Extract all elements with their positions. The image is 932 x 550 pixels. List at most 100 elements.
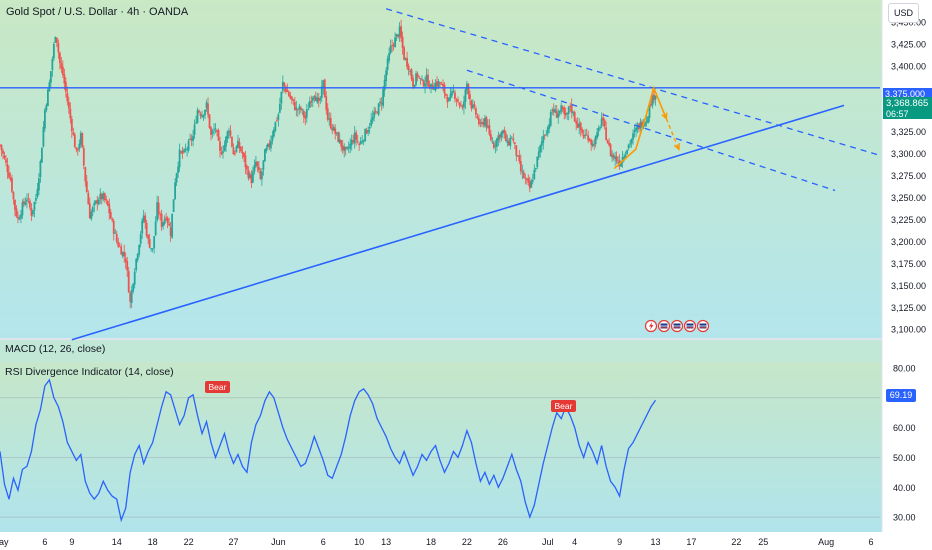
candle-body xyxy=(620,161,622,167)
candle-body xyxy=(557,113,560,118)
candle-body xyxy=(485,116,488,128)
candle-body xyxy=(5,159,7,163)
candle-body xyxy=(513,142,516,145)
candle-body xyxy=(645,121,648,123)
lightning-glyph xyxy=(649,322,654,330)
candle-body xyxy=(240,147,242,152)
candle-body xyxy=(436,81,438,87)
candle-body xyxy=(274,121,277,131)
candle-body xyxy=(415,73,417,85)
time-axis-ticks[interactable]: May 6 9 14 18 22 27 Jun 6 10 13 18 22 26 Jul 4 9 13 17 22 25… xyxy=(0,537,874,547)
candle-body xyxy=(256,161,259,167)
candle-body xyxy=(21,202,24,216)
candle-body xyxy=(533,169,536,179)
candle-body xyxy=(564,112,567,116)
time-tick-label: 6 xyxy=(869,537,874,547)
candle-body xyxy=(614,156,617,160)
candle-body xyxy=(308,101,311,108)
price-tick-label: 3,325.00 xyxy=(891,127,926,137)
candle-body xyxy=(350,139,353,146)
candle-body xyxy=(367,130,370,133)
us-flag-icon xyxy=(683,319,697,333)
candle-body xyxy=(386,58,389,70)
candle-body xyxy=(630,139,633,144)
candle-body xyxy=(9,177,12,180)
candle-body xyxy=(97,199,100,205)
candle-body xyxy=(481,121,483,124)
candle-body xyxy=(582,134,585,138)
candle-body xyxy=(358,143,361,146)
candle-body xyxy=(476,116,479,118)
candle-body xyxy=(36,189,39,197)
candle-body xyxy=(549,111,552,126)
candle-body xyxy=(258,166,260,171)
economic-events[interactable] xyxy=(644,319,710,333)
price-tick-label: 3,175.00 xyxy=(891,259,926,269)
candle-body xyxy=(530,180,533,188)
candle-body xyxy=(452,90,455,92)
candle-body xyxy=(608,142,611,146)
ascending-support-trendline xyxy=(71,104,845,341)
candle-body xyxy=(427,74,429,87)
candle-body xyxy=(112,220,115,234)
candle-body xyxy=(213,129,215,131)
candle-body xyxy=(32,210,34,215)
candle-body xyxy=(600,118,603,126)
candle-body xyxy=(346,147,349,149)
candle-body xyxy=(403,47,405,60)
candle-body xyxy=(537,151,540,158)
candle-body xyxy=(406,57,408,67)
candle-body xyxy=(439,82,441,84)
macd-legend[interactable]: MACD (12, 26, close) xyxy=(5,343,106,355)
candle-body xyxy=(118,246,121,248)
price-tick-label: 3,100.00 xyxy=(891,325,926,335)
panel-divider[interactable] xyxy=(0,338,932,340)
candle-body xyxy=(464,89,467,102)
projection-arrowhead xyxy=(661,112,668,121)
candle-body xyxy=(45,104,48,111)
candle-body xyxy=(219,141,221,152)
candle-body xyxy=(35,197,37,201)
candle-body xyxy=(486,126,489,128)
candle-body xyxy=(12,192,15,200)
candle-body xyxy=(362,140,365,142)
candle-body xyxy=(17,216,19,219)
candle-body xyxy=(196,110,199,123)
candle-body xyxy=(319,97,322,100)
candle-body xyxy=(126,261,129,271)
candle-body xyxy=(596,132,599,138)
candle-body xyxy=(293,101,296,110)
candle-body xyxy=(536,156,539,168)
candle-body xyxy=(214,128,217,130)
candle-body xyxy=(361,141,364,143)
candle-body xyxy=(73,134,76,148)
candle-body xyxy=(283,82,286,87)
candle-body xyxy=(461,106,464,108)
candle-body xyxy=(401,36,404,48)
candle-body xyxy=(61,66,64,75)
candle-body xyxy=(603,119,606,127)
currency-button[interactable]: USD xyxy=(888,3,919,23)
candle-body xyxy=(106,200,109,206)
candle-body xyxy=(483,118,486,126)
rsi-legend[interactable]: RSI Divergence Indicator (14, close) xyxy=(5,366,174,378)
candle-body xyxy=(66,93,69,102)
candle-body xyxy=(192,135,194,142)
candle-body xyxy=(3,155,6,159)
candle-body xyxy=(316,97,319,103)
candle-body xyxy=(103,193,106,200)
price-scale-ticks[interactable]: 3,100.00 3,125.00 3,150.00 3,175.00 3,200.00… xyxy=(891,17,926,334)
candle-body xyxy=(166,217,169,224)
candle-body xyxy=(195,122,197,124)
candle-body xyxy=(238,142,241,149)
candle-body xyxy=(404,58,407,60)
symbol-title: Gold Spot / U.S. Dollar · 4h · OANDA xyxy=(6,6,189,18)
candle-body xyxy=(286,90,289,93)
candle-body xyxy=(473,104,476,107)
candle-body xyxy=(635,127,637,132)
candle-body xyxy=(120,246,123,255)
candle-body xyxy=(222,151,224,154)
candle-body xyxy=(602,117,605,121)
